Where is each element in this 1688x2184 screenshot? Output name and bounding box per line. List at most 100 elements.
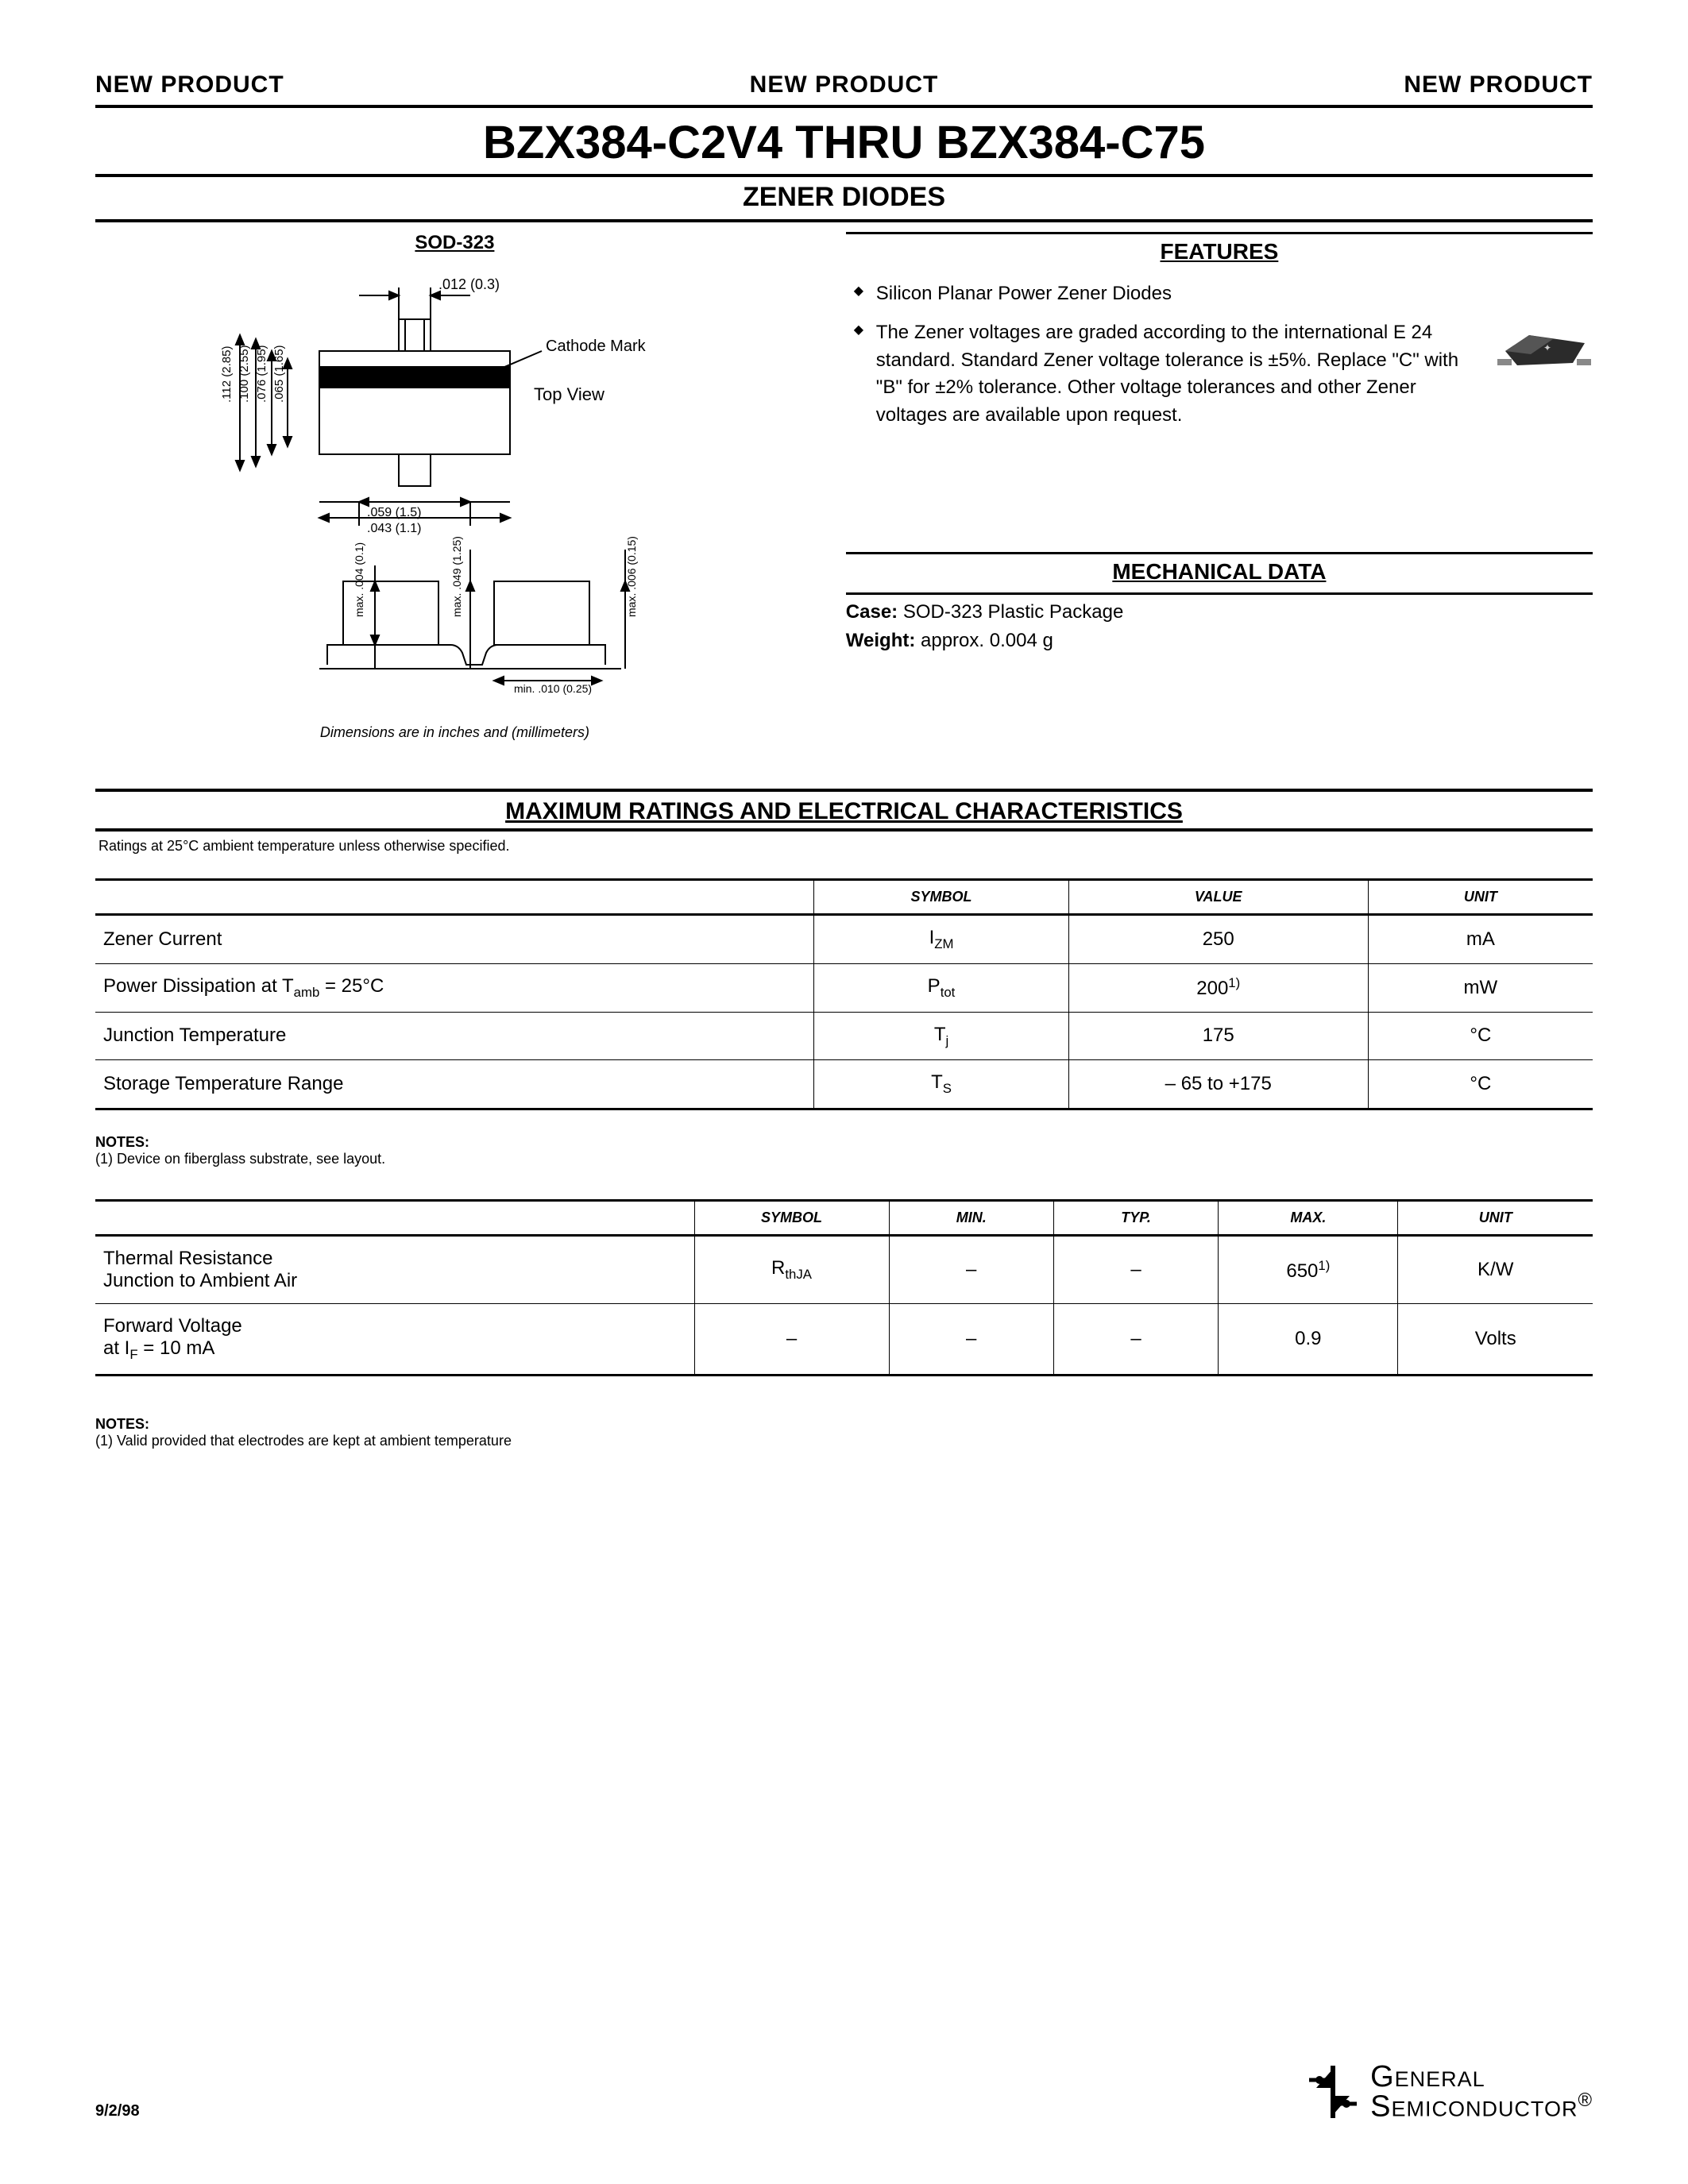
unit-cell: K/W	[1398, 1236, 1593, 1304]
page-subtitle: ZENER DIODES	[95, 177, 1593, 222]
dim-min010: min. .010 (0.25)	[514, 682, 592, 695]
value-cell: 250	[1068, 915, 1368, 964]
notes-2: NOTES: (1) Valid provided that electrode…	[95, 1416, 1593, 1449]
chip-icon: ✦	[1497, 319, 1593, 375]
feature-item: ✦ The Zener voltages are graded accordin…	[854, 319, 1593, 430]
unit-cell: °C	[1368, 1012, 1593, 1060]
table2-body: Thermal ResistanceJunction to Ambient Ai…	[95, 1236, 1593, 1376]
param-cell: Storage Temperature Range	[95, 1060, 814, 1109]
symbol-cell: –	[694, 1304, 889, 1376]
dim-100: .100 (2.55)	[238, 345, 251, 403]
banner-center: NEW PRODUCT	[750, 71, 939, 98]
banner-right: NEW PRODUCT	[1404, 71, 1593, 98]
col-symbol: SYMBOL	[814, 880, 1068, 915]
mechanical-heading: MECHANICAL DATA	[846, 552, 1593, 595]
param-cell: Junction Temperature	[95, 1012, 814, 1060]
param-cell: Thermal ResistanceJunction to Ambient Ai…	[95, 1236, 694, 1304]
max-ratings-table: SYMBOL VALUE UNIT Zener CurrentIZM250mAP…	[95, 878, 1593, 1110]
table-header-row: SYMBOL MIN. TYP. MAX. UNIT	[95, 1201, 1593, 1236]
table-row: Power Dissipation at Tamb = 25°CPtot2001…	[95, 963, 1593, 1012]
table-row: Zener CurrentIZM250mA	[95, 915, 1593, 964]
package-drawing: .012 (0.3) Cathode Mark Top View .112 (2…	[95, 264, 814, 708]
symbol-cell: RthJA	[694, 1236, 889, 1304]
table-row: Thermal ResistanceJunction to Ambient Ai…	[95, 1236, 1593, 1304]
feature-text: The Zener voltages are graded according …	[876, 322, 1458, 426]
unit-cell: °C	[1368, 1060, 1593, 1109]
company-logo: General Semiconductor®	[1305, 2062, 1593, 2120]
dimension-note: Dimensions are in inches and (millimeter…	[95, 724, 814, 741]
col-unit: UNIT	[1398, 1201, 1593, 1236]
unit-cell: mA	[1368, 915, 1593, 964]
logo-icon	[1305, 2064, 1361, 2120]
table-row: Junction TemperatureTj175°C	[95, 1012, 1593, 1060]
notes-1: NOTES: (1) Device on fiberglass substrat…	[95, 1134, 1593, 1167]
page-title: BZX384-C2V4 THRU BZX384-C75	[95, 108, 1593, 177]
dim-max006: max. .006 (0.15)	[625, 536, 638, 617]
col-min: MIN.	[889, 1201, 1053, 1236]
max-cell: 0.9	[1219, 1304, 1398, 1376]
svg-text:✦: ✦	[1543, 342, 1551, 353]
symbol-cell: Ptot	[814, 963, 1068, 1012]
param-cell: Power Dissipation at Tamb = 25°C	[95, 963, 814, 1012]
notes2-text: (1) Valid provided that electrodes are k…	[95, 1433, 1593, 1449]
ratings-section: MAXIMUM RATINGS AND ELECTRICAL CHARACTER…	[95, 789, 1593, 832]
min-cell: –	[889, 1304, 1053, 1376]
col-typ: TYP.	[1053, 1201, 1218, 1236]
max-cell: 6501)	[1219, 1236, 1398, 1304]
col-param	[95, 880, 814, 915]
logo-l2: Semiconductor	[1370, 2089, 1578, 2123]
param-cell: Forward Voltageat IF = 10 mA	[95, 1304, 694, 1376]
weight-label: Weight:	[846, 630, 916, 651]
characteristics-table: SYMBOL MIN. TYP. MAX. UNIT Thermal Resis…	[95, 1199, 1593, 1376]
notes1-heading: NOTES:	[95, 1134, 1593, 1151]
min-cell: –	[889, 1236, 1053, 1304]
footer-date: 9/2/98	[95, 2102, 140, 2120]
col-value: VALUE	[1068, 880, 1368, 915]
dim-max049: max. .049 (1.25)	[450, 536, 463, 617]
new-product-banner: NEW PRODUCT NEW PRODUCT NEW PRODUCT	[95, 71, 1593, 108]
mechanical-data: Case: SOD-323 Plastic Package Weight: ap…	[846, 595, 1593, 655]
param-cell: Zener Current	[95, 915, 814, 964]
symbol-cell: Tj	[814, 1012, 1068, 1060]
feature-text: Silicon Planar Power Zener Diodes	[876, 283, 1172, 304]
value-cell: 175	[1068, 1012, 1368, 1060]
table-header-row: SYMBOL VALUE UNIT	[95, 880, 1593, 915]
package-label: SOD-323	[95, 232, 814, 254]
feature-item: Silicon Planar Power Zener Diodes	[854, 280, 1593, 308]
dim-059: .059 (1.5)	[367, 506, 421, 519]
ratings-title: MAXIMUM RATINGS AND ELECTRICAL CHARACTER…	[95, 792, 1593, 832]
col-param	[95, 1201, 694, 1236]
table-row: Forward Voltageat IF = 10 mA–––0.9Volts	[95, 1304, 1593, 1376]
dim-065: .065 (1.65)	[272, 345, 286, 403]
value-cell: – 65 to +175	[1068, 1060, 1368, 1109]
sod323-diagram-svg: .012 (0.3) Cathode Mark Top View .112 (2…	[200, 264, 709, 708]
package-diagram-column: SOD-323	[95, 232, 814, 741]
case-label: Case:	[846, 601, 898, 623]
right-column: FEATURES Silicon Planar Power Zener Diod…	[846, 232, 1593, 741]
table-row: Storage Temperature RangeTS– 65 to +175°…	[95, 1060, 1593, 1109]
features-heading: FEATURES	[846, 232, 1593, 272]
logo-text: General Semiconductor®	[1370, 2062, 1593, 2120]
case-value: SOD-323 Plastic Package	[903, 601, 1123, 623]
features-list: Silicon Planar Power Zener Diodes ✦ The …	[846, 272, 1593, 430]
reg-mark: ®	[1578, 2089, 1593, 2111]
col-unit: UNIT	[1368, 880, 1593, 915]
dim-076: .076 (1.95)	[255, 345, 268, 403]
page-footer: 9/2/98 General Semiconductor®	[95, 2062, 1593, 2120]
value-cell: 2001)	[1068, 963, 1368, 1012]
symbol-cell: IZM	[814, 915, 1068, 964]
table1-body: Zener CurrentIZM250mAPower Dissipation a…	[95, 915, 1593, 1109]
top-view-label: Top View	[534, 384, 605, 404]
notes1-text: (1) Device on fiberglass substrate, see …	[95, 1151, 1593, 1167]
unit-cell: mW	[1368, 963, 1593, 1012]
typ-cell: –	[1053, 1304, 1218, 1376]
notes2-heading: NOTES:	[95, 1416, 1593, 1433]
weight-value: approx. 0.004 g	[921, 630, 1053, 651]
dim-012: .012 (0.3)	[438, 276, 500, 292]
typ-cell: –	[1053, 1236, 1218, 1304]
symbol-cell: TS	[814, 1060, 1068, 1109]
dim-043: .043 (1.1)	[367, 522, 421, 535]
cathode-mark-label: Cathode Mark	[546, 338, 647, 355]
col-max: MAX.	[1219, 1201, 1398, 1236]
ratings-note: Ratings at 25°C ambient temperature unle…	[95, 832, 1593, 878]
